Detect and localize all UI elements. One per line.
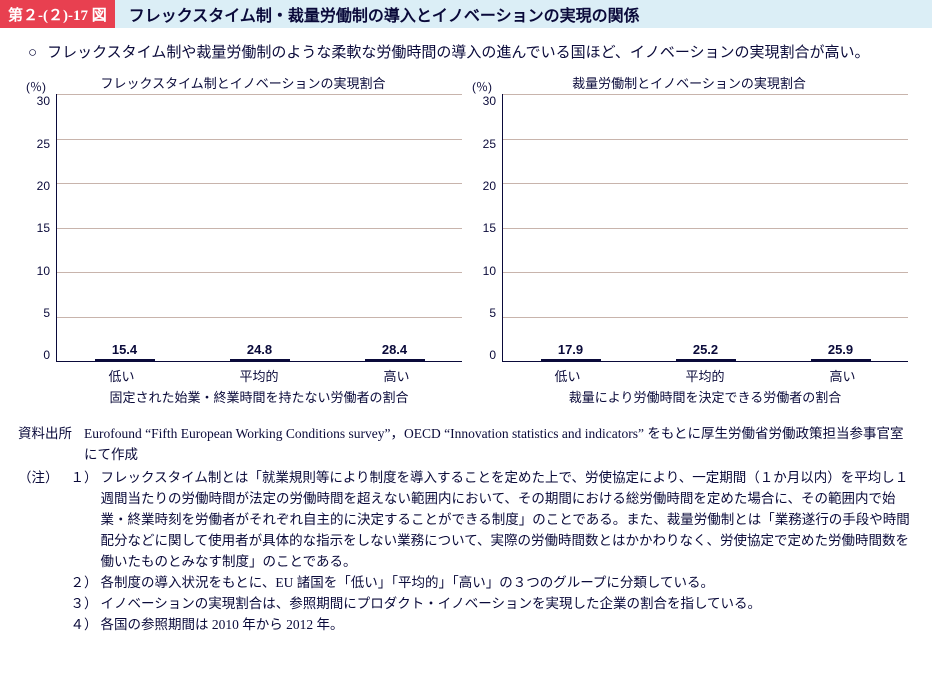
note-text: 各制度の導入状況をもとに、EU 諸国を「低い」「平均的」「高い」の３つのグループ… (101, 573, 915, 594)
figure-header: 第２-(２)-17 図 フレックスタイム制・裁量労働制の導入とイノベーションの実… (0, 0, 932, 28)
summary-bullet: ○ フレックスタイム制や裁量労働制のような柔軟な労働時間の導入の進んでいる国ほど… (0, 28, 932, 73)
summary-text: フレックスタイム制や裁量労働制のような柔軟な労働時間の導入の進んでいる国ほど、イ… (47, 42, 869, 65)
x-category-label: 平均的 (685, 366, 724, 385)
figure-number-badge: 第２-(２)-17 図 (0, 0, 115, 28)
notes-label: （注） (18, 468, 59, 635)
bar-column: 24.8 (230, 342, 290, 361)
note-number: ４） (71, 615, 99, 636)
note-text: 各国の参照期間は 2010 年から 2012 年。 (101, 615, 915, 636)
chart-left-xlabels: 低い 平均的 高い (24, 362, 462, 387)
bar (230, 359, 290, 361)
chart-right-title: 裁量労働制とイノベーションの実現割合 (470, 73, 908, 92)
note-text: イノベーションの実現割合は、参照期間にプロダクト・イノベーションを実現した企業の… (101, 594, 915, 615)
bar (541, 359, 601, 361)
bar-value-label: 17.9 (558, 342, 583, 357)
ytick: 5 (489, 306, 496, 320)
chart-right-xcaption: 裁量により労働時間を決定できる労働者の割合 (470, 387, 908, 406)
chart-right-plot: 17.9 25.2 25.9 (502, 94, 908, 362)
bar-column: 25.2 (676, 342, 736, 361)
source-text: Eurofound “Fifth European Working Condit… (84, 424, 914, 466)
x-category-label: 平均的 (239, 366, 278, 385)
charts-container: フレックスタイム制とイノベーションの実現割合 (％) 30 25 20 15 1… (0, 73, 932, 412)
note-number: ３） (71, 594, 99, 615)
note-item: １）フレックスタイム制とは「就業規則等により制度を導入することを定めた上で、労使… (71, 468, 915, 573)
notes-list: １）フレックスタイム制とは「就業規則等により制度を導入することを定めた上で、労使… (71, 468, 915, 635)
note-item: ２）各制度の導入状況をもとに、EU 諸国を「低い」「平均的」「高い」の３つのグル… (71, 573, 915, 594)
ytick: 30 (483, 94, 496, 108)
figure-title: フレックスタイム制・裁量労働制の導入とイノベーションの実現の関係 (115, 0, 932, 28)
note-item: ４）各国の参照期間は 2010 年から 2012 年。 (71, 615, 915, 636)
bar-value-label: 28.4 (382, 342, 407, 357)
ytick: 30 (37, 94, 50, 108)
y-unit-label: (％) (472, 78, 492, 95)
note-number: １） (71, 468, 99, 573)
x-category-label: 高い (829, 366, 855, 385)
chart-right-xlabels: 低い 平均的 高い (470, 362, 908, 387)
bar-value-label: 24.8 (247, 342, 272, 357)
ytick: 15 (37, 221, 50, 235)
chart-left: フレックスタイム制とイノベーションの実現割合 (％) 30 25 20 15 1… (24, 73, 462, 406)
bar-column: 25.9 (811, 342, 871, 361)
note-item: ３）イノベーションの実現割合は、参照期間にプロダクト・イノベーションを実現した企… (71, 594, 915, 615)
bar (365, 359, 425, 361)
source-notes-block: 資料出所 Eurofound “Fifth European Working C… (0, 412, 932, 635)
bar-column: 28.4 (365, 342, 425, 361)
chart-right: 裁量労働制とイノベーションの実現割合 (％) 30 25 20 15 10 5 … (470, 73, 908, 406)
ytick: 0 (489, 348, 496, 362)
ytick: 0 (43, 348, 50, 362)
ytick: 10 (37, 264, 50, 278)
bar-column: 15.4 (95, 342, 155, 361)
bar (676, 359, 736, 361)
bar (95, 359, 155, 361)
y-unit-label: (％) (26, 78, 46, 95)
x-category-label: 低い (554, 366, 580, 385)
bar-value-label: 25.9 (828, 342, 853, 357)
ytick: 15 (483, 221, 496, 235)
ytick: 20 (483, 179, 496, 193)
chart-left-title: フレックスタイム制とイノベーションの実現割合 (24, 73, 462, 92)
x-category-label: 高い (383, 366, 409, 385)
x-category-label: 低い (108, 366, 134, 385)
bullet-icon: ○ (28, 42, 37, 65)
chart-left-plot: 15.4 24.8 28.4 (56, 94, 462, 362)
ytick: 20 (37, 179, 50, 193)
ytick: 5 (43, 306, 50, 320)
chart-left-xcaption: 固定された始業・終業時間を持たない労働者の割合 (24, 387, 462, 406)
chart-left-yaxis: (％) 30 25 20 15 10 5 0 (24, 94, 56, 362)
chart-right-yaxis: (％) 30 25 20 15 10 5 0 (470, 94, 502, 362)
bar-value-label: 15.4 (112, 342, 137, 357)
bar-column: 17.9 (541, 342, 601, 361)
ytick: 25 (483, 137, 496, 151)
note-text: フレックスタイム制とは「就業規則等により制度を導入することを定めた上で、労使協定… (101, 468, 915, 573)
ytick: 25 (37, 137, 50, 151)
note-number: ２） (71, 573, 99, 594)
bar (811, 359, 871, 361)
bar-value-label: 25.2 (693, 342, 718, 357)
source-label: 資料出所 (18, 424, 72, 466)
ytick: 10 (483, 264, 496, 278)
